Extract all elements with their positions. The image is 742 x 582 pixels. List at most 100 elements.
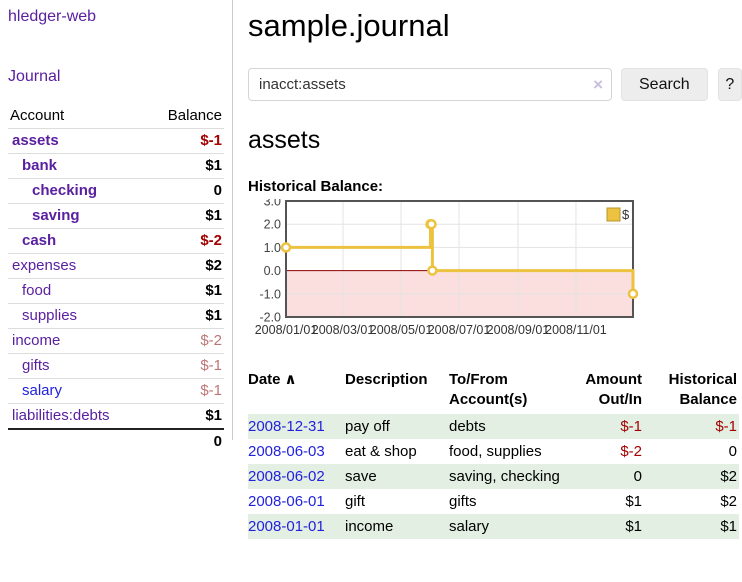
svg-text:2008/01/01: 2008/01/01 [255, 323, 318, 337]
svg-text:2008/03/01: 2008/03/01 [312, 323, 375, 337]
account-balance: $1 [145, 403, 224, 429]
account-link-bank[interactable]: bank [22, 157, 58, 174]
transaction-date-link[interactable]: 2008-06-01 [248, 493, 325, 510]
account-row: supplies $1 [8, 303, 224, 329]
register-header-balance: Historical Balance [668, 371, 737, 408]
transaction-date-link[interactable]: 2008-12-31 [248, 418, 325, 435]
account-row: food $1 [8, 278, 224, 304]
account-link-salary[interactable]: salary [22, 382, 63, 399]
svg-text:2008/07/01: 2008/07/01 [428, 323, 491, 337]
account-row: income $-2 [8, 328, 224, 354]
svg-text:-2.0: -2.0 [259, 311, 281, 325]
transaction-balance: $2 [644, 464, 739, 489]
page-title: sample.journal [248, 8, 450, 43]
transaction-balance: $2 [720, 493, 737, 510]
account-balance: $1 [145, 203, 224, 229]
register-header-date[interactable]: Date ∧ [248, 371, 297, 388]
transaction-amount: $1 [625, 493, 642, 510]
transaction-date-link[interactable]: 2008-06-02 [248, 468, 325, 485]
account-row: salary $-1 [8, 378, 224, 404]
transaction-description: gift [345, 493, 366, 510]
register-row: 2008-06-03 eat & shop food, supplies $-2… [248, 439, 739, 464]
register-row: 2008-12-31 pay off debts $-1 $-1 [248, 414, 739, 439]
account-link-supplies[interactable]: supplies [22, 307, 78, 324]
chart-title: Historical Balance: [248, 178, 384, 195]
help-button[interactable]: ? [717, 68, 742, 101]
app-brand[interactable]: hledger-web [8, 8, 97, 25]
register-row: 2008-06-02 save saving, checking 0 $2 [248, 464, 739, 489]
transaction-accounts: debts [449, 414, 577, 439]
account-balance: $-1 [145, 128, 224, 154]
account-row: liabilities:debts $1 [8, 403, 224, 429]
search-bar: × Search ? [248, 68, 742, 101]
transaction-amount: $-1 [577, 414, 644, 439]
transaction-balance: $1 [644, 514, 739, 539]
account-balance: $1 [145, 303, 224, 329]
account-link-expenses[interactable]: expenses [12, 257, 77, 274]
account-balance: $-2 [145, 328, 224, 354]
transaction-description: income [345, 514, 449, 539]
svg-text:2008/11/01: 2008/11/01 [545, 323, 607, 337]
transaction-description: pay off [345, 414, 449, 439]
transaction-amount: $-2 [620, 443, 642, 460]
account-balance: $1 [145, 153, 224, 179]
accounts-total-row: 0 [8, 428, 224, 454]
account-link-gifts[interactable]: gifts [22, 357, 50, 374]
svg-text:3.0: 3.0 [264, 199, 281, 209]
svg-text:1.0: 1.0 [264, 241, 281, 255]
register-row: 2008-06-01 gift gifts $1 $2 [248, 489, 739, 514]
sort-ascending-icon: ∧ [284, 371, 297, 388]
transaction-date-link[interactable]: 2008-01-01 [248, 518, 325, 535]
transaction-balance: 0 [728, 443, 737, 460]
transaction-accounts: food, supplies [449, 443, 542, 460]
svg-text:$: $ [622, 207, 630, 222]
account-row: gifts $-1 [8, 353, 224, 379]
svg-text:2.0: 2.0 [264, 218, 281, 232]
account-row: assets $-1 [8, 128, 224, 154]
transaction-amount: $1 [577, 514, 644, 539]
nav-journal-link[interactable]: Journal [8, 68, 61, 85]
account-link-food[interactable]: food [22, 282, 52, 299]
transaction-accounts: saving, checking [449, 464, 577, 489]
sidebar: hledger-web Journal Account Balance asse… [0, 0, 233, 454]
main-content: sample.journal × Search ? assets Histori… [248, 0, 742, 539]
account-link-assets[interactable]: assets [12, 132, 59, 149]
account-row: expenses $2 [8, 253, 224, 279]
account-link-checking[interactable]: checking [32, 182, 98, 199]
transaction-date-link[interactable]: 2008-06-03 [248, 443, 325, 460]
account-page-title: assets [248, 126, 321, 154]
search-button[interactable]: Search [621, 68, 708, 101]
accounts-header-balance: Balance [167, 107, 222, 124]
historical-balance-chart: $3.0 2.0 1.0 0.0 -1.0 -2.0 2008/01/01 2008/03/0… [248, 195, 742, 346]
account-row: checking 0 [8, 178, 224, 204]
clear-search-icon[interactable]: × [593, 75, 603, 94]
svg-text:-1.0: -1.0 [259, 287, 281, 301]
register-header-row: Date ∧ Description To/From Account(s) Amo… [248, 368, 739, 414]
accounts-header-row: Account Balance [8, 104, 224, 129]
account-link-income[interactable]: income [12, 332, 61, 349]
account-row: saving $1 [8, 203, 224, 229]
svg-text:0.0: 0.0 [264, 264, 281, 278]
register-header-description: Description [345, 371, 428, 388]
accounts-balance-table: Account Balance assets $-1 bank $1 check… [8, 104, 224, 454]
svg-text:2008/05/01: 2008/05/01 [370, 323, 433, 337]
register-header-accounts: To/From Account(s) [449, 371, 528, 408]
account-row: bank $1 [8, 153, 224, 179]
transaction-balance: $-1 [644, 414, 739, 439]
account-link-liabilities-debts[interactable]: liabilities:debts [12, 407, 110, 424]
balance-chart-svg: $3.0 2.0 1.0 0.0 -1.0 -2.02008/01/012008/03/0… [255, 195, 639, 337]
search-input[interactable] [248, 68, 612, 101]
transaction-description: eat & shop [345, 443, 417, 460]
transaction-accounts: salary [449, 514, 577, 539]
transaction-accounts: gifts [449, 493, 477, 510]
accounts-total-value: 0 [145, 428, 224, 454]
register-table: Date ∧ Description To/From Account(s) Amo… [248, 368, 739, 539]
transaction-description: save [345, 464, 449, 489]
account-balance: $1 [145, 278, 224, 304]
register-header-amount: Amount Out/In [585, 371, 642, 408]
account-balance: $-1 [145, 378, 224, 404]
account-link-saving[interactable]: saving [32, 207, 80, 224]
register-row: 2008-01-01 income salary $1 $1 [248, 514, 739, 539]
account-link-cash[interactable]: cash [22, 232, 57, 249]
account-balance: $2 [145, 253, 224, 279]
